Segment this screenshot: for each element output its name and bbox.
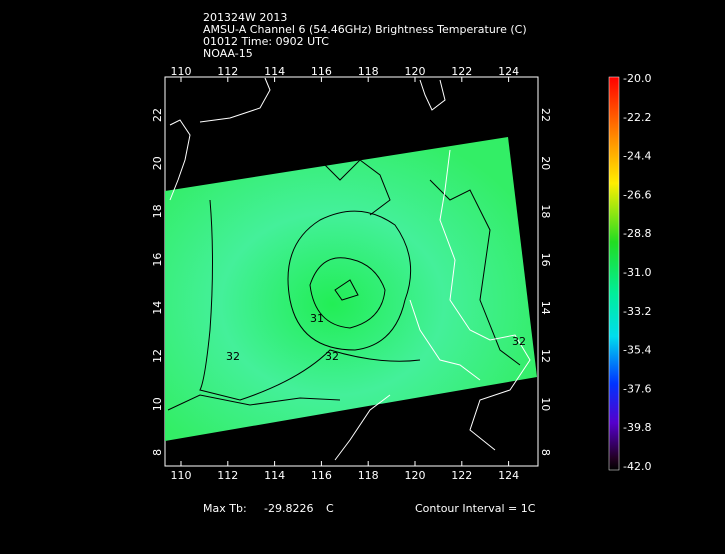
longitude-label: 112	[217, 65, 238, 78]
contour-label: 32	[325, 350, 339, 363]
latitude-label: 16	[539, 253, 552, 267]
colorbar-label: -35.4	[623, 344, 651, 357]
contour-label: 32	[512, 335, 526, 348]
longitude-label: 110	[171, 469, 192, 482]
longitude-label: 120	[405, 65, 426, 78]
footer: Max Tb: -29.8226 C Contour Interval = 1C	[203, 502, 536, 515]
longitude-ticks-top: 110 112 114 116 118 120 122 124	[171, 65, 519, 82]
latitude-label: 12	[151, 349, 164, 363]
colorbar-label: -33.2	[623, 305, 651, 318]
colorbar-label: -28.8	[623, 227, 651, 240]
latitude-label: 18	[151, 204, 164, 218]
latitude-label: 8	[539, 449, 552, 456]
latitude-label: 22	[539, 108, 552, 122]
colorbar-label: -24.4	[623, 150, 651, 163]
colorbar-label: -20.0	[623, 72, 651, 85]
longitude-label: 116	[311, 65, 332, 78]
latitude-label: 8	[151, 449, 164, 456]
longitude-ticks-bottom: 110 112 114 116 118 120 122 124	[171, 461, 519, 482]
latitude-label: 14	[539, 301, 552, 315]
swath	[165, 137, 537, 441]
contour-label: 31	[310, 312, 324, 325]
max-unit: C	[326, 502, 334, 515]
contours	[167, 159, 521, 411]
latitude-label: 20	[151, 156, 164, 170]
longitude-label: 122	[451, 469, 472, 482]
colorbar-label: -26.6	[623, 188, 651, 201]
contour-labels: 31 32 32 32	[226, 312, 526, 363]
header-line: NOAA-15	[203, 47, 253, 60]
longitude-label: 118	[358, 469, 379, 482]
max-value: -29.8226	[264, 502, 313, 515]
colorbar-label: -31.0	[623, 266, 651, 279]
latitude-label: 12	[539, 349, 552, 363]
contour-label: 32	[226, 350, 240, 363]
latitude-label: 20	[539, 156, 552, 170]
header-line: AMSU-A Channel 6 (54.46GHz) Brightness T…	[203, 23, 527, 36]
longitude-label: 124	[498, 469, 519, 482]
latitude-label: 22	[151, 108, 164, 122]
coastlines	[169, 77, 531, 461]
latitude-ticks-left: 22 20 18 16 14 12 10 8	[151, 108, 164, 456]
latitude-label: 18	[539, 204, 552, 218]
longitude-label: 120	[405, 469, 426, 482]
header-line: 201324W 2013	[203, 11, 287, 24]
latitude-ticks-right: 22 20 18 16 14 12 10 8	[539, 108, 552, 456]
longitude-label: 112	[217, 469, 238, 482]
longitude-label: 114	[264, 65, 285, 78]
longitude-label: 122	[451, 65, 472, 78]
colorbar-label: -42.0	[623, 460, 651, 473]
colorbar-label: -22.2	[623, 111, 651, 124]
colorbar-label: -37.6	[623, 382, 651, 395]
latitude-label: 14	[151, 301, 164, 315]
longitude-label: 116	[311, 469, 332, 482]
latitude-label: 10	[539, 397, 552, 411]
longitude-label: 118	[358, 65, 379, 78]
colorbar	[608, 76, 620, 471]
latitude-label: 16	[151, 253, 164, 267]
longitude-label: 124	[498, 65, 519, 78]
header: 201324W 2013 AMSU-A Channel 6 (54.46GHz)…	[203, 11, 527, 60]
longitude-label: 110	[171, 65, 192, 78]
longitude-label: 114	[264, 469, 285, 482]
max-label: Max Tb:	[203, 502, 247, 515]
contour-interval: Contour Interval = 1C	[415, 502, 536, 515]
colorbar-label: -39.8	[623, 421, 651, 434]
colorbar-labels: -20.0 -22.2 -24.4 -26.6 -28.8 -31.0 -33.2 -35.4…	[623, 72, 651, 473]
latitude-label: 10	[151, 397, 164, 411]
header-line: 01012 Time: 0902 UTC	[203, 35, 329, 48]
